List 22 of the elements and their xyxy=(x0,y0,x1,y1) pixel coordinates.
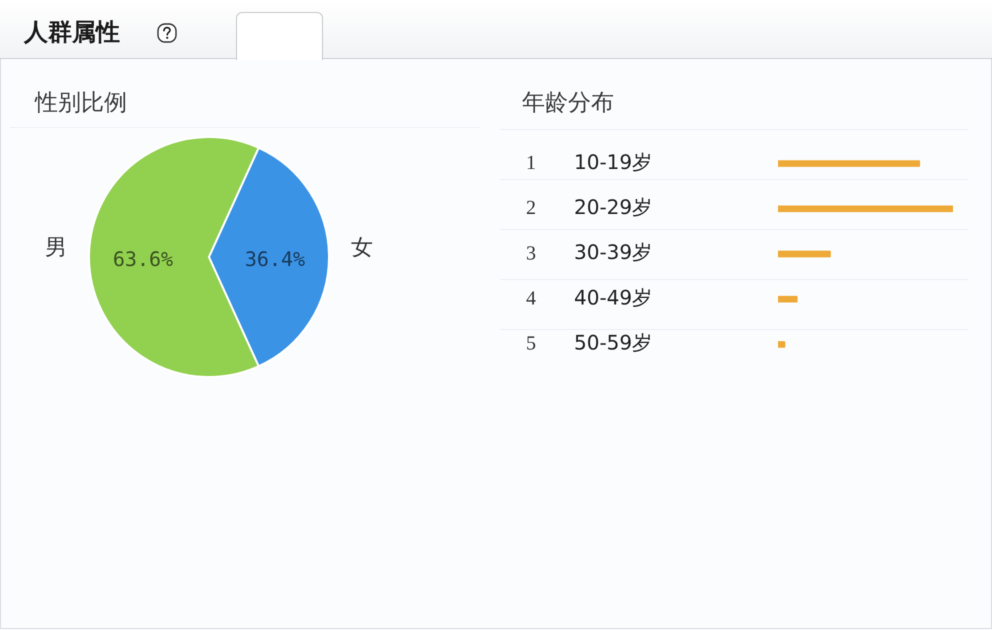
bar xyxy=(778,205,953,212)
y-tick-label: 40-49岁 xyxy=(574,285,652,310)
slice-label: 女 xyxy=(351,236,373,261)
text: 年龄分布 xyxy=(522,89,614,118)
y-tick-label: 20-29岁 xyxy=(574,195,652,220)
text: 4 xyxy=(526,287,536,310)
text: 2 xyxy=(526,197,536,220)
bar xyxy=(778,250,831,258)
bar xyxy=(778,160,920,167)
slice-label: 男 xyxy=(45,236,67,261)
y-tick-label: 30-39岁 xyxy=(574,240,652,264)
bar xyxy=(778,296,798,303)
text: 5 xyxy=(526,332,536,355)
text: 人群属性 xyxy=(24,17,120,48)
data-label: 63.6% xyxy=(112,247,174,272)
y-tick-label: 10-19岁 xyxy=(574,150,652,174)
bar xyxy=(778,341,786,348)
data-label: 36.4% xyxy=(244,247,306,272)
y-tick-label: 50-59岁 xyxy=(574,330,652,355)
chart-title: 性别比例 xyxy=(35,89,127,118)
text: 1 xyxy=(526,152,536,174)
text: 3 xyxy=(526,242,536,264)
